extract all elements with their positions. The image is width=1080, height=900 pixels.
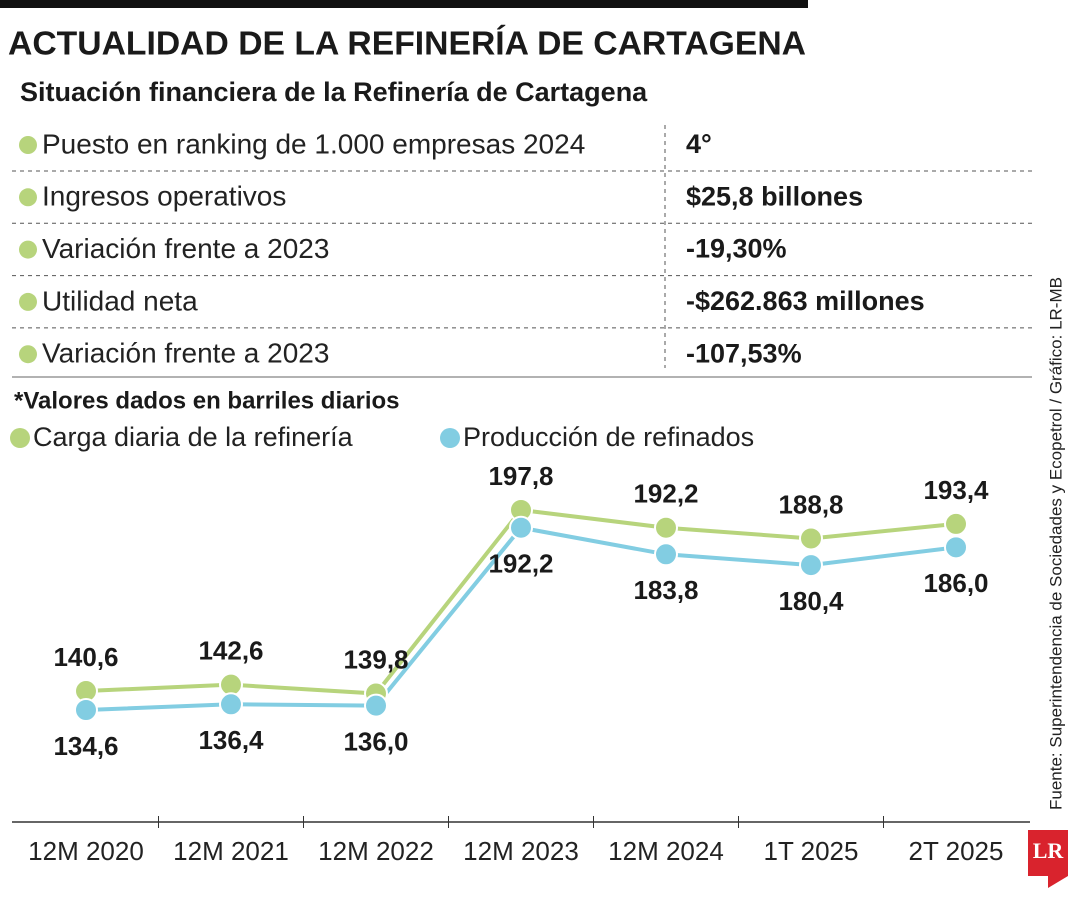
data-point <box>364 693 388 718</box>
data-label: 139,8 <box>343 644 408 674</box>
x-tick-label: 12M 2024 <box>608 836 724 866</box>
logo-badge <box>1028 830 1068 888</box>
data-label: 136,0 <box>343 726 408 756</box>
top-bar <box>0 0 808 8</box>
row-value: -107,53% <box>686 338 802 368</box>
data-point <box>944 511 968 536</box>
data-point <box>509 515 533 540</box>
legend-label: Carga diaria de la refinería <box>33 422 354 452</box>
data-label: 142,6 <box>198 636 263 666</box>
row-label: Variación frente a 2023 <box>42 233 329 264</box>
chart-note: *Valores dados en barriles diarios <box>14 387 400 414</box>
data-label: 186,0 <box>923 568 988 598</box>
bullet <box>19 240 37 259</box>
data-label: 188,8 <box>778 489 843 519</box>
row-label: Ingresos operativos <box>42 181 286 212</box>
legend-label: Producción de refinados <box>463 422 754 452</box>
data-label: 193,4 <box>923 475 989 505</box>
x-tick-label: 1T 2025 <box>764 836 859 866</box>
data-label: 183,8 <box>633 575 698 605</box>
row-label: Puesto en ranking de 1.000 empresas 2024 <box>42 128 585 159</box>
legend-marker <box>440 428 460 448</box>
data-point <box>219 692 243 717</box>
x-tick-label: 12M 2023 <box>463 836 579 866</box>
data-label: 134,6 <box>53 731 118 761</box>
subtitle: Situación financiera de la Refinería de … <box>20 77 648 107</box>
bullet <box>19 345 37 364</box>
x-tick-label: 12M 2020 <box>28 836 144 866</box>
row-label: Variación frente a 2023 <box>42 338 329 369</box>
row-value: -$262.863 millones <box>686 286 925 316</box>
data-label: 197,8 <box>488 461 553 491</box>
x-tick-label: 2T 2025 <box>909 836 1004 866</box>
row-value: 4° <box>686 129 712 159</box>
x-tick-label: 12M 2022 <box>318 836 434 866</box>
data-point <box>654 515 678 540</box>
row-value: $25,8 billones <box>686 181 863 211</box>
data-label: 140,6 <box>53 642 118 672</box>
data-point <box>74 698 98 722</box>
source: Fuente: Superintendencia de Sociedades y… <box>1046 277 1065 810</box>
logo-text: LR <box>1033 838 1065 863</box>
data-label: 192,2 <box>633 479 698 509</box>
row-value: -19,30% <box>686 234 787 264</box>
title: ACTUALIDAD DE LA REFINERÍA DE CARTAGENA <box>8 25 806 62</box>
bullet <box>19 292 37 311</box>
data-point <box>944 535 968 560</box>
legend-marker <box>10 428 30 448</box>
data-label: 192,2 <box>488 549 553 579</box>
data-label: 180,4 <box>778 586 844 616</box>
logo: LR <box>1028 830 1068 888</box>
data-label: 136,4 <box>198 725 264 755</box>
bullet <box>19 188 37 207</box>
data-point <box>799 553 823 578</box>
data-point <box>799 526 823 551</box>
data-point <box>654 542 678 567</box>
x-tick-label: 12M 2021 <box>173 836 289 866</box>
row-label: Utilidad neta <box>42 285 198 316</box>
bullet <box>19 136 37 154</box>
